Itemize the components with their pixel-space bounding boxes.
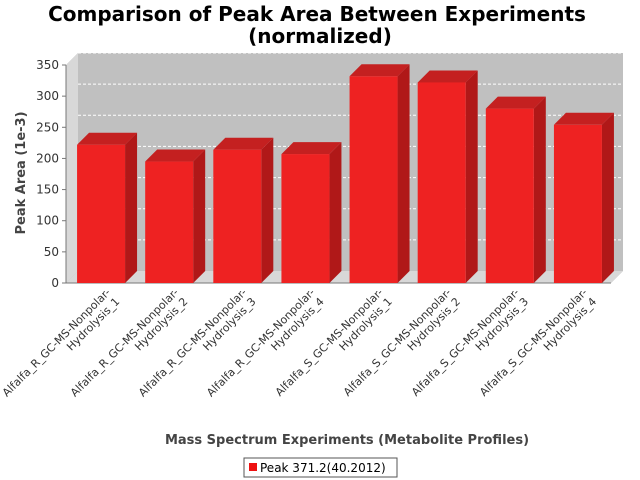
- y-axis-label: Peak Area (1e-3): [14, 111, 29, 234]
- plot-area: 0 50 100 150 200 250 300 350 Alfalfa_R_GC-MS-Non…: [0, 52, 623, 409]
- legend-swatch: [249, 463, 257, 471]
- bar-top: [213, 137, 274, 150]
- bar-top: [417, 70, 478, 83]
- bar-side: [601, 112, 614, 284]
- y-tick-label: 50: [44, 245, 59, 259]
- y-tick-label: 200: [36, 151, 59, 165]
- y-tick-label: 0: [51, 276, 59, 290]
- x-axis-label: Mass Spectrum Experiments (Metabolite Pr…: [165, 433, 529, 448]
- bar-side: [193, 149, 206, 283]
- bar-top: [281, 142, 342, 155]
- bar: [349, 76, 398, 283]
- bar-top: [349, 64, 410, 77]
- legend-label: Peak 371.2(40.2012): [260, 461, 386, 475]
- bar-top: [77, 132, 138, 145]
- y-tick-label: 300: [36, 89, 59, 103]
- bar-top: [485, 96, 546, 109]
- plot-background: [66, 53, 623, 283]
- chart-title: Comparison of Peak Area Between Experime…: [48, 2, 586, 26]
- bar: [485, 108, 534, 283]
- y-tick-label: 250: [36, 120, 59, 134]
- bar-side: [329, 142, 342, 283]
- chart-subtitle: (normalized): [248, 24, 392, 48]
- legend-box: [243, 457, 398, 478]
- bar: [417, 82, 466, 283]
- bar-side: [261, 137, 274, 283]
- left-wall: [66, 53, 78, 283]
- bar: [145, 161, 194, 283]
- bar-top: [145, 149, 206, 162]
- bar: [77, 144, 126, 283]
- x-category-label: Alfalfa_R_GC-MS-Nonpolar-Hydrolysis_1: [0, 286, 122, 409]
- bar: [213, 149, 262, 283]
- bar-side: [533, 96, 546, 283]
- bar-side: [397, 64, 410, 283]
- legend: Peak 371.2(40.2012): [243, 457, 398, 478]
- bar-top: [553, 112, 614, 125]
- y-tick-label: 100: [36, 214, 59, 228]
- bar: [281, 154, 330, 283]
- bar-side: [125, 132, 138, 283]
- floor: [66, 271, 623, 283]
- y-tick-label: 350: [36, 58, 59, 72]
- bar: [553, 124, 602, 284]
- bar-side: [465, 70, 478, 283]
- y-tick-label: 150: [36, 183, 59, 197]
